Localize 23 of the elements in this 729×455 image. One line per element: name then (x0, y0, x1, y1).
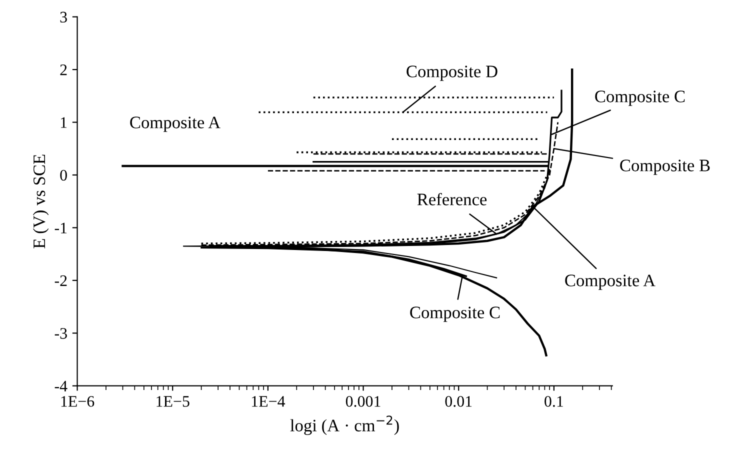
annotation: Composite B (620, 160, 710, 175)
x-axis-title: logi (A · cm$^{−2}$) (290, 416, 399, 436)
x-tick-label: 1E−5 (156, 396, 190, 407)
annotation: Composite C (410, 306, 500, 322)
y-tick-label: 3 (60, 12, 67, 23)
y-tick-label: 2 (60, 64, 67, 76)
annotation: Composite A (130, 116, 220, 132)
y-axis-title: E (V) vs SCE (32, 154, 49, 248)
y-tick-label: -1 (54, 222, 67, 234)
x-tick-label: 1E−4 (252, 396, 286, 407)
annotation: Composite D (406, 66, 498, 81)
y-tick-label: 0 (60, 170, 67, 181)
annotation: Composite A (565, 274, 656, 290)
annotation: Composite C (595, 90, 685, 106)
x-tick-label: 1E−6 (61, 396, 94, 407)
y-tick-label: 1 (60, 117, 67, 128)
x-tick-label: 0.001 (346, 396, 380, 407)
x-tick-label: 0.1 (544, 396, 563, 407)
y-tick-label: -4 (54, 380, 68, 392)
y-tick-label: -3 (54, 328, 67, 339)
x-tick-label: 0.01 (445, 396, 472, 407)
y-tick-label: -2 (54, 275, 67, 286)
annotation: Reference (417, 192, 487, 206)
